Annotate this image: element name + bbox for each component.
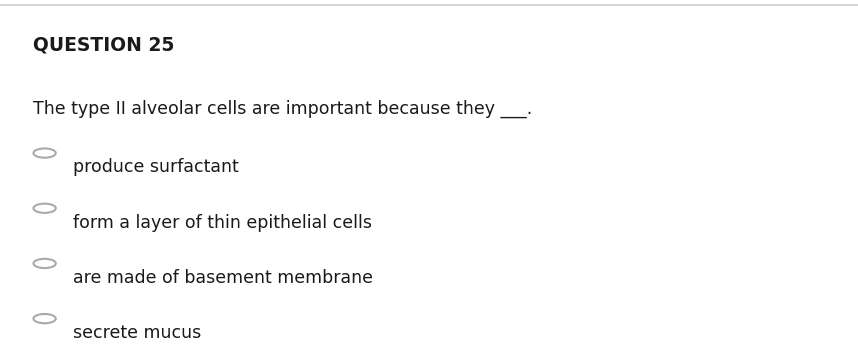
Text: form a layer of thin epithelial cells: form a layer of thin epithelial cells: [73, 214, 372, 232]
Text: produce surfactant: produce surfactant: [73, 158, 239, 177]
Text: The type II alveolar cells are important because they ___.: The type II alveolar cells are important…: [33, 100, 532, 118]
Text: are made of basement membrane: are made of basement membrane: [73, 269, 373, 287]
Text: secrete mucus: secrete mucus: [73, 324, 201, 342]
Text: QUESTION 25: QUESTION 25: [33, 36, 174, 54]
